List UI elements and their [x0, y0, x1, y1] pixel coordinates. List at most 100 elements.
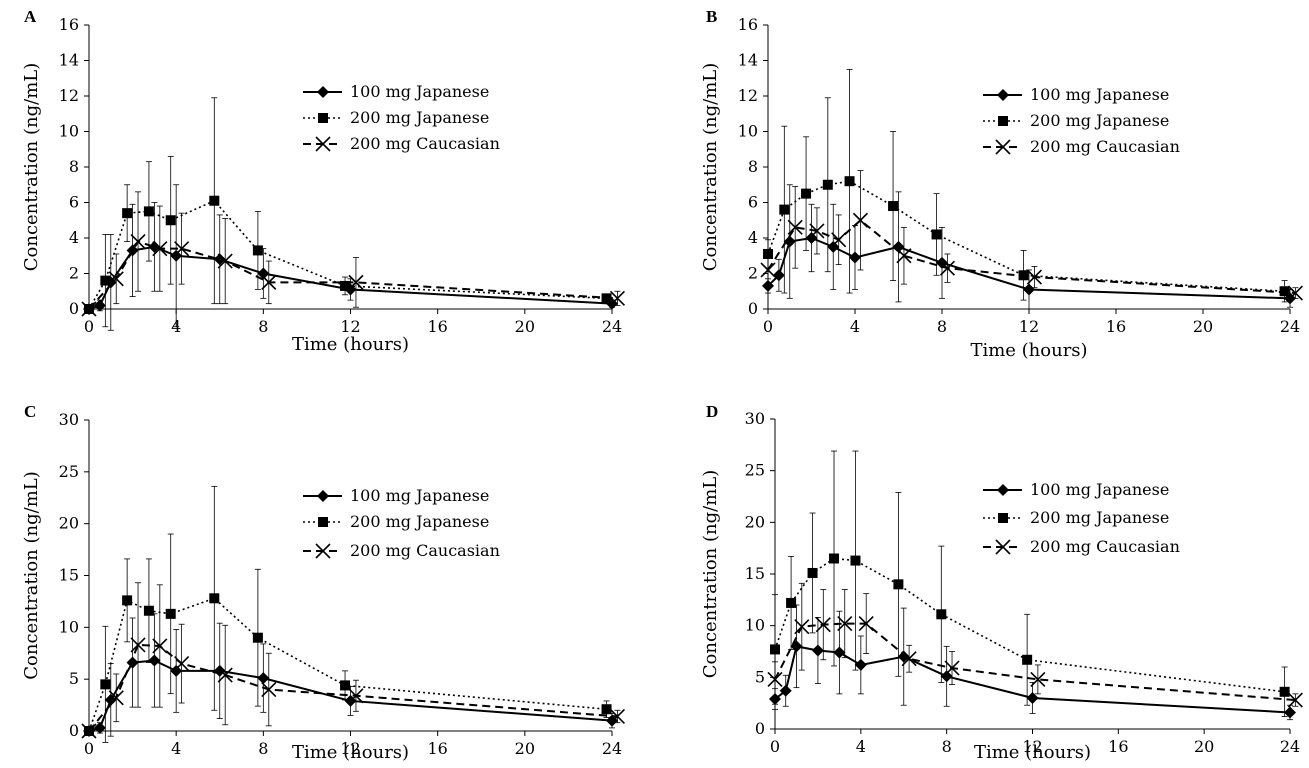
panel-a-y-tick-label: 16: [59, 15, 79, 34]
panel-c-legend-label: 200 mg Japanese: [350, 512, 489, 531]
panel-a-series-200-mg-caucasian-point: [609, 290, 626, 306]
panel-c-series-100-mg-japanese: [83, 613, 618, 737]
panel-b-x-tick-label: 24: [1280, 317, 1300, 336]
panel-c-series-200-mg-caucasian-point: [108, 690, 124, 706]
panel-a-series-200-mg-caucasian-point: [348, 274, 364, 290]
panel-b-legend-marker-stroke-b: [995, 139, 1011, 155]
panel-c-legend-label: 200 mg Caucasian: [350, 541, 500, 560]
panel-a-legend-marker-stroke-b: [315, 136, 331, 152]
panel-b-y-tick-label: 0: [748, 299, 758, 318]
panel-b-y-tick-label: 14: [738, 51, 758, 70]
panel-a-legend-label: 200 mg Caucasian: [350, 134, 500, 153]
panel-a-series-200-mg-caucasian-point: [152, 241, 168, 257]
panel-c-series-200-mg-japanese-point: [252, 632, 263, 643]
panel-b-series-200-mg-japanese-point: [801, 188, 812, 199]
panel-a-x-tick-label: 12: [340, 317, 360, 336]
panel-d-series-200-mg-caucasian-point-stroke-b: [858, 616, 874, 632]
panel-a-legend-marker: [315, 136, 331, 152]
panel-d-legend-entry: 100 mg Japanese: [983, 480, 1169, 499]
panel-c-series-200-mg-caucasian-point: [152, 638, 168, 654]
panel-d-series-200-mg-japanese-point: [850, 555, 861, 566]
panel-b-series-200-mg-caucasian-point-stroke-b: [852, 212, 869, 228]
panel-c: C 0 5 10 15 20 25 30 0 4 8 12 16 20 24 Time (hours) Conc…: [21, 402, 626, 763]
panel-d-series-200-mg-caucasian-line: [774, 622, 1296, 702]
panel-c-series-100-mg-japanese-point: [126, 656, 139, 669]
panel-a-series-200-mg-japanese-point: [100, 275, 111, 286]
panel-b-series-200-mg-caucasian-point: [809, 223, 825, 239]
panel-d-series-200-mg-caucasian-point-stroke-b: [767, 671, 783, 687]
panel-b-series-200-mg-caucasian-point-stroke-b: [896, 248, 912, 264]
panel-a-y-tick-label: 4: [69, 228, 79, 247]
panel-d-series-100-mg-japanese-point: [790, 640, 803, 653]
panel-d-legend-marker: [997, 484, 1009, 496]
panel-b-series-100-mg-japanese: [762, 184, 1296, 310]
panel-b-x-tick-label: 20: [1193, 317, 1213, 336]
panel-a-legend-entry: 100 mg Japanese: [303, 82, 489, 101]
panel-d-series-200-mg-japanese: [770, 450, 1290, 717]
panel-c-series-200-mg-japanese-point: [143, 605, 154, 616]
panel-d-series-200-mg-japanese-point: [786, 597, 797, 608]
panel-a-letter: A: [24, 7, 37, 26]
panel-d-series-200-mg-caucasian-point: [837, 616, 853, 632]
panel-d-series-100-mg-japanese-line: [774, 645, 1291, 714]
panel-a-series-200-mg-japanese-point: [252, 245, 263, 256]
panel-c-series-100-mg-japanese-point: [257, 672, 270, 685]
panel-c-legend-label: 100 mg Japanese: [350, 486, 489, 505]
panel-b-y-tick-label: 2: [748, 264, 758, 283]
panel-b-legend-entry: 200 mg Caucasian: [983, 137, 1180, 156]
panel-d-series-100-mg-japanese-point: [940, 670, 953, 683]
panel-a-legend-label: 200 mg Japanese: [350, 108, 489, 127]
panel-d-y-tick-label: 20: [745, 512, 765, 531]
panel-b-y-tick-label: 12: [738, 86, 758, 105]
panel-d-y-tick-label: 25: [745, 461, 765, 480]
panel-c-series-200-mg-caucasian-point-stroke-b: [174, 656, 190, 672]
panel-b-series-200-mg-caucasian-point: [760, 262, 776, 278]
panel-a-series-200-mg-caucasian-point: [261, 274, 277, 290]
panel-b-x-axis-label: Time (hours): [970, 340, 1087, 361]
panel-b-series-200-mg-japanese-point: [844, 176, 855, 187]
panel-b-series-200-mg-caucasian-point: [1026, 269, 1043, 285]
panel-a-series-100-mg-japanese-point: [213, 253, 226, 266]
panel-a-series-200-mg-caucasian-point-stroke-b: [609, 290, 626, 306]
panel-d-series-100-mg-japanese: [769, 604, 1296, 721]
panel-b-series-200-mg-japanese-point: [1279, 286, 1290, 297]
panel-b-series-100-mg-japanese-point: [762, 279, 774, 292]
panel-c-series-200-mg-caucasian-point: [130, 637, 146, 653]
panel-b-series-200-mg-caucasian: [760, 170, 1304, 301]
panel-d-series-200-mg-caucasian-point-stroke-b: [794, 619, 810, 635]
panel-c-x-axis-label: Time (hours): [292, 742, 409, 763]
panel-b-legend-label: 200 mg Japanese: [1030, 111, 1169, 130]
panel-c-y-tick-label: 25: [59, 462, 79, 481]
panel-b-series-200-mg-japanese-point: [763, 248, 773, 259]
panel-c-x-tick-label: 20: [515, 739, 535, 758]
panel-b-series-100-mg-japanese-point: [1023, 283, 1035, 296]
panel-d-y-axis-label: Concentration (ng/mL): [700, 470, 721, 679]
panel-a-x-axis-label: Time (hours): [292, 334, 409, 355]
panel-b-y-tick-label: 8: [748, 157, 758, 176]
panel-b-y-tick-label: 10: [738, 122, 758, 141]
panel-c-legend-marker: [318, 517, 328, 527]
panel-c-series-200-mg-caucasian-point: [348, 688, 364, 704]
panel-a-legend-marker: [317, 86, 329, 98]
panel-d-x-tick-label: 24: [1280, 737, 1300, 756]
panel-b-legend-label: 100 mg Japanese: [1030, 85, 1169, 104]
panel-c-series-200-mg-caucasian: [81, 582, 626, 739]
panel-a-series-200-mg-caucasian-point: [81, 301, 97, 317]
panel-c-series-200-mg-caucasian-point-stroke-b: [217, 667, 233, 683]
panel-c-y-tick-label: 30: [59, 410, 79, 429]
panel-b-legend-entry: 200 mg Japanese: [983, 111, 1169, 130]
panel-b-legend-label: 200 mg Caucasian: [1030, 137, 1180, 156]
panel-b-x-tick-label: 4: [850, 317, 860, 336]
panel-a-y-axis-label: Concentration (ng/mL): [21, 63, 42, 272]
panel-a-y-tick-label: 0: [69, 299, 79, 318]
panel-b-legend-marker: [997, 89, 1009, 101]
panel-c-series-200-mg-caucasian-line: [88, 643, 618, 732]
panel-b-series-200-mg-caucasian-point-stroke-b: [787, 219, 803, 235]
panel-c-y-axis-label: Concentration (ng/mL): [21, 471, 42, 680]
panel-d-y-tick-label: 5: [755, 667, 765, 686]
panel-c-legend-marker: [317, 490, 329, 502]
panel-c-series-200-mg-caucasian-point-stroke-b: [130, 637, 146, 653]
panel-b-series-100-mg-japanese-point: [783, 235, 796, 248]
panel-c-series-200-mg-japanese-point: [601, 704, 612, 715]
